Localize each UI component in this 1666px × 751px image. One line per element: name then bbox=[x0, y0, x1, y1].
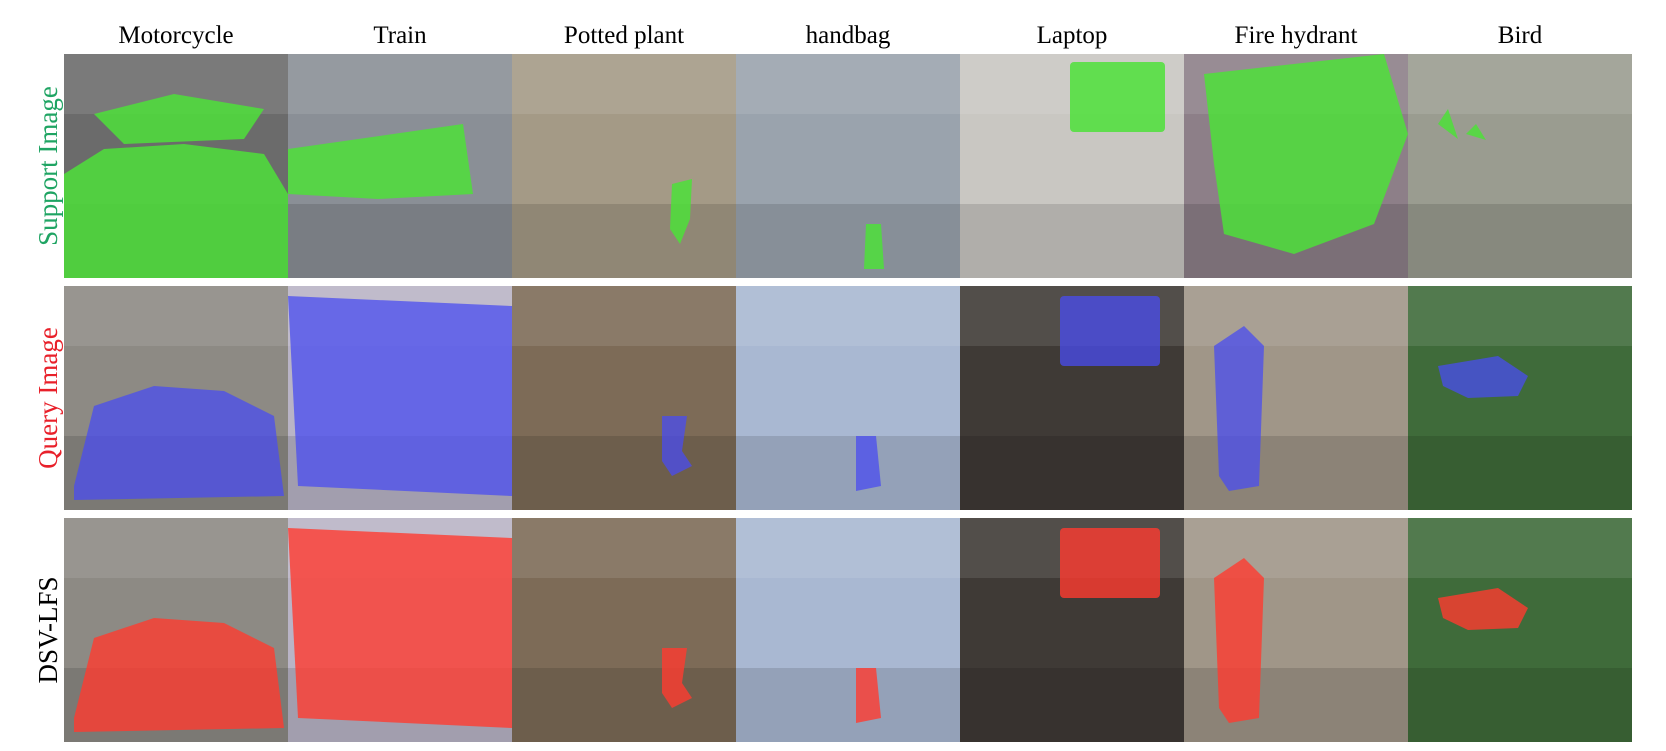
support-image-motorcycle bbox=[64, 54, 288, 278]
support-image-fire-hydrant bbox=[1184, 54, 1408, 278]
column-header-laptop: Laptop bbox=[1036, 22, 1108, 49]
column-header-potted-plant: Potted plant bbox=[563, 22, 685, 49]
support-image-laptop bbox=[960, 54, 1184, 278]
query-image-potted-plant bbox=[512, 286, 736, 510]
query-image-fire-hydrant bbox=[1184, 286, 1408, 510]
result-image-laptop bbox=[960, 518, 1184, 742]
query-image-train bbox=[288, 286, 512, 510]
column-header-motorcycle: Motorcycle bbox=[118, 22, 234, 49]
query-image-handbag bbox=[736, 286, 960, 510]
query-image-bird bbox=[1408, 286, 1632, 510]
support-image-handbag bbox=[736, 54, 960, 278]
query-image-motorcycle bbox=[64, 286, 288, 510]
support-image-bird bbox=[1408, 54, 1632, 278]
column-header-bird: Bird bbox=[1497, 22, 1543, 49]
row-label-query-image: Query Image bbox=[33, 327, 63, 469]
result-image-train bbox=[288, 518, 512, 742]
query-image-laptop bbox=[960, 286, 1184, 510]
column-header-fire-hydrant: Fire hydrant bbox=[1234, 22, 1358, 49]
result-image-fire-hydrant bbox=[1184, 518, 1408, 742]
row-label-support-image: Support Image bbox=[33, 86, 63, 246]
support-image-train bbox=[288, 54, 512, 278]
column-header-handbag: handbag bbox=[805, 22, 891, 49]
support-image-potted-plant bbox=[512, 54, 736, 278]
result-image-motorcycle bbox=[64, 518, 288, 742]
result-image-handbag bbox=[736, 518, 960, 742]
column-header-train: Train bbox=[373, 22, 427, 49]
result-image-potted-plant bbox=[512, 518, 736, 742]
row-label-dsv-lfs: DSV-LFS bbox=[33, 576, 63, 684]
result-image-bird bbox=[1408, 518, 1632, 742]
